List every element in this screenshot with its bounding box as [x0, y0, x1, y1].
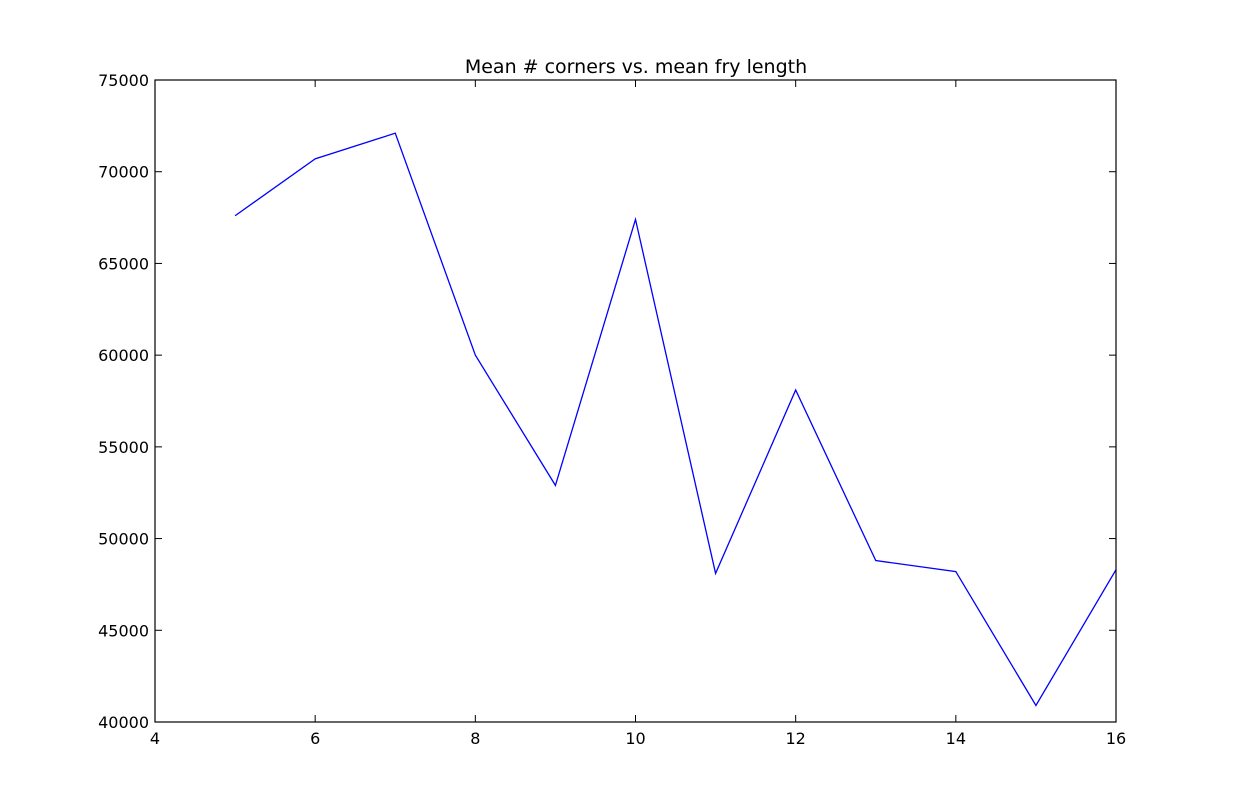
y-tick-label-45000: 45000 — [98, 621, 149, 640]
series-line-0 — [234, 132, 1116, 707]
x-tick-label-14: 14 — [946, 729, 966, 748]
chart-title: Mean # corners vs. mean fry length — [465, 56, 807, 78]
x-tick-label-10: 10 — [625, 729, 645, 748]
x-tick-label-6: 6 — [310, 729, 320, 748]
x-tick-label-12: 12 — [785, 729, 805, 748]
y-tick-label-60000: 60000 — [98, 346, 149, 365]
y-tick-label-65000: 65000 — [98, 254, 149, 273]
x-tick-label-4: 4 — [150, 729, 160, 748]
y-tick-label-75000: 75000 — [98, 71, 149, 90]
y-tick-label-70000: 70000 — [98, 163, 149, 182]
y-tick-label-40000: 40000 — [98, 713, 149, 732]
plot-frame — [154, 79, 1117, 723]
x-tick-label-8: 8 — [470, 729, 480, 748]
y-tick-label-50000: 50000 — [98, 530, 149, 549]
y-tick-label-55000: 55000 — [98, 438, 149, 457]
x-tick-label-16: 16 — [1106, 729, 1126, 748]
plot-area: 4 6 8 10 12 14 16 40000 45000 50000 55000 60000 6500… — [98, 71, 1126, 748]
